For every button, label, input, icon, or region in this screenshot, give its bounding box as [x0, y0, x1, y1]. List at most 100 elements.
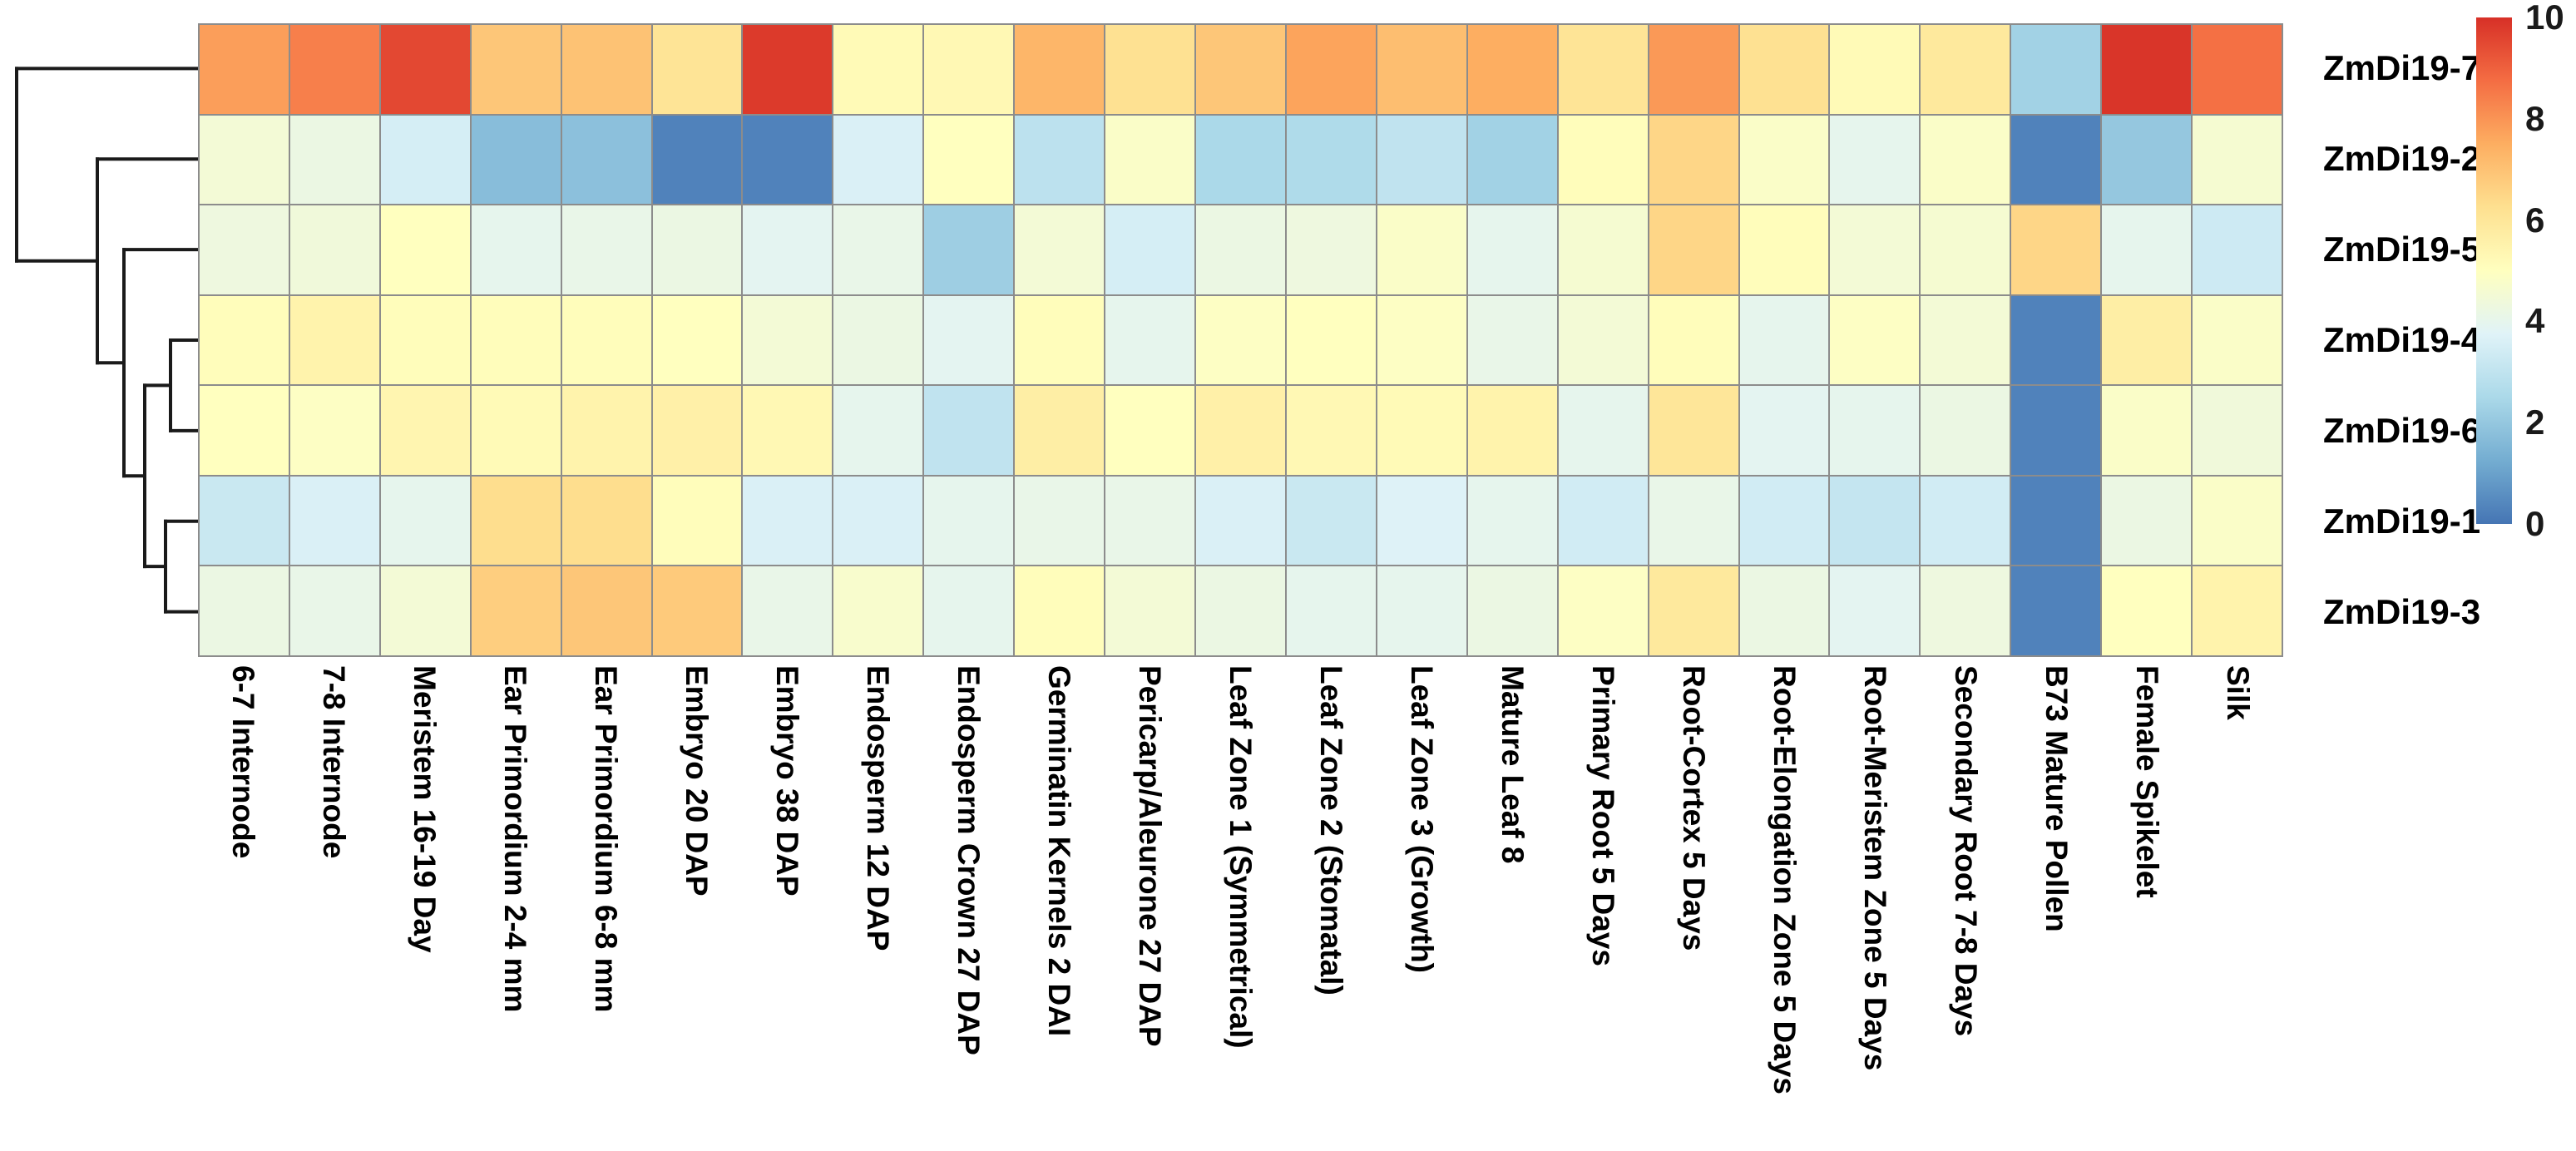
- heatmap-cell: [289, 205, 379, 294]
- heatmap-cell: [2011, 25, 2101, 114]
- heatmap-cell: [1015, 476, 1105, 566]
- heatmap-cell: [833, 476, 923, 566]
- heatmap-cell: [2011, 295, 2101, 385]
- heatmap-cell: [1196, 295, 1285, 385]
- row-label: ZmDi19-4: [2323, 320, 2481, 359]
- heatmap-cell: [1739, 25, 1829, 114]
- column-label: Root-Cortex 5 Days: [1677, 665, 1711, 951]
- heatmap-cell: [1377, 566, 1466, 655]
- heatmap-cell: [1649, 205, 1738, 294]
- heatmap-cell: [743, 476, 833, 566]
- colorbar-tick: 6: [2525, 200, 2545, 240]
- heatmap-cell: [1377, 25, 1466, 114]
- heatmap-cell: [1286, 205, 1376, 294]
- heatmap-cell: [1649, 295, 1738, 385]
- heatmap-cell: [471, 115, 561, 205]
- heatmap-cell: [1196, 476, 1285, 566]
- heatmap-cell: [1921, 205, 2010, 294]
- heatmap-cell: [1921, 25, 2010, 114]
- heatmap-cell: [1467, 476, 1557, 566]
- heatmap-cell: [1921, 295, 2010, 385]
- column-label: Root-Elongation Zone 5 Days: [1768, 665, 1802, 1094]
- column-label: B73 Mature Pollen: [2040, 665, 2074, 932]
- heatmap-cell: [471, 386, 561, 475]
- heatmap-cell: [1558, 295, 1648, 385]
- heatmap-cell: [652, 205, 742, 294]
- heatmap-cell: [1830, 25, 1920, 114]
- column-label: Leaf Zone 1 (Symmetrical): [1224, 665, 1258, 1049]
- heatmap-cell: [561, 386, 651, 475]
- heatmap-cell: [2102, 205, 2192, 294]
- heatmap-cell: [1286, 386, 1376, 475]
- heatmap-cell: [2011, 386, 2101, 475]
- heatmap-cell: [743, 386, 833, 475]
- heatmap-cell: [1830, 566, 1920, 655]
- heatmap-cell: [1558, 476, 1648, 566]
- heatmap-cell: [924, 295, 1014, 385]
- heatmap-cell: [1649, 476, 1738, 566]
- heatmap-cell: [1830, 476, 1920, 566]
- heatmap-cell: [1015, 566, 1105, 655]
- column-label: Endosperm Crown 27 DAP: [952, 665, 986, 1055]
- column-label: Root-Meristem Zone 5 Days: [1858, 665, 1892, 1071]
- row-label: ZmDi19-2: [2323, 139, 2481, 179]
- heatmap-cell: [1377, 476, 1466, 566]
- colorbar: [2476, 17, 2512, 524]
- heatmap-cell: [1196, 205, 1285, 294]
- heatmap-cell: [1558, 386, 1648, 475]
- heatmap-cell: [1739, 115, 1829, 205]
- heatmap-cell: [1105, 566, 1195, 655]
- heatmap-cell: [743, 205, 833, 294]
- heatmap-cell: [1015, 115, 1105, 205]
- heatmap-cell: [1830, 295, 1920, 385]
- heatmap-cell: [561, 566, 651, 655]
- heatmap-cell: [652, 566, 742, 655]
- heatmap-cell: [471, 205, 561, 294]
- heatmap-cell: [833, 386, 923, 475]
- heatmap-cell: [200, 295, 289, 385]
- heatmap-cell: [833, 205, 923, 294]
- heatmap-cell: [743, 115, 833, 205]
- heatmap-cell: [1015, 205, 1105, 294]
- heatmap-cell: [1196, 386, 1285, 475]
- heatmap-cell: [471, 25, 561, 114]
- heatmap-cell: [924, 25, 1014, 114]
- heatmap-cell: [652, 115, 742, 205]
- heatmap-cell: [652, 295, 742, 385]
- heatmap-cell: [1558, 115, 1648, 205]
- heatmap-cell: [1377, 386, 1466, 475]
- heatmap-cell: [1196, 566, 1285, 655]
- heatmap-cell: [289, 115, 379, 205]
- heatmap-cell: [380, 476, 470, 566]
- heatmap-cell: [1286, 295, 1376, 385]
- column-label: Ear Primordium 2-4 mm: [498, 665, 532, 1013]
- column-label: Mature Leaf 8: [1496, 665, 1530, 864]
- heatmap-cell: [1105, 115, 1195, 205]
- heatmap-cell: [833, 115, 923, 205]
- column-label: 7-8 Internode: [317, 665, 351, 859]
- heatmap-cell: [833, 25, 923, 114]
- heatmap-cell: [1467, 205, 1557, 294]
- heatmap-cell: [471, 476, 561, 566]
- heatmap-cell: [924, 476, 1014, 566]
- heatmap-cell: [200, 25, 289, 114]
- heatmap-cell: [1105, 25, 1195, 114]
- heatmap-cell: [1015, 386, 1105, 475]
- heatmap-cell: [200, 566, 289, 655]
- heatmap-cell: [1558, 566, 1648, 655]
- heatmap-cell: [1377, 205, 1466, 294]
- colorbar-tick: 10: [2525, 0, 2564, 37]
- row-label: ZmDi19-6: [2323, 410, 2481, 450]
- heatmap-cell: [1649, 115, 1738, 205]
- heatmap-cell: [1558, 205, 1648, 294]
- heatmap-cell: [1015, 25, 1105, 114]
- heatmap-cell: [743, 566, 833, 655]
- heatmap-cell: [652, 25, 742, 114]
- heatmap-cell: [924, 205, 1014, 294]
- heatmap-cell: [1196, 115, 1285, 205]
- column-label: Leaf Zone 2 (Stomatal): [1314, 665, 1348, 995]
- heatmap-cell: [561, 295, 651, 385]
- row-label: ZmDi19-5: [2323, 230, 2481, 269]
- heatmap-cell: [2193, 205, 2282, 294]
